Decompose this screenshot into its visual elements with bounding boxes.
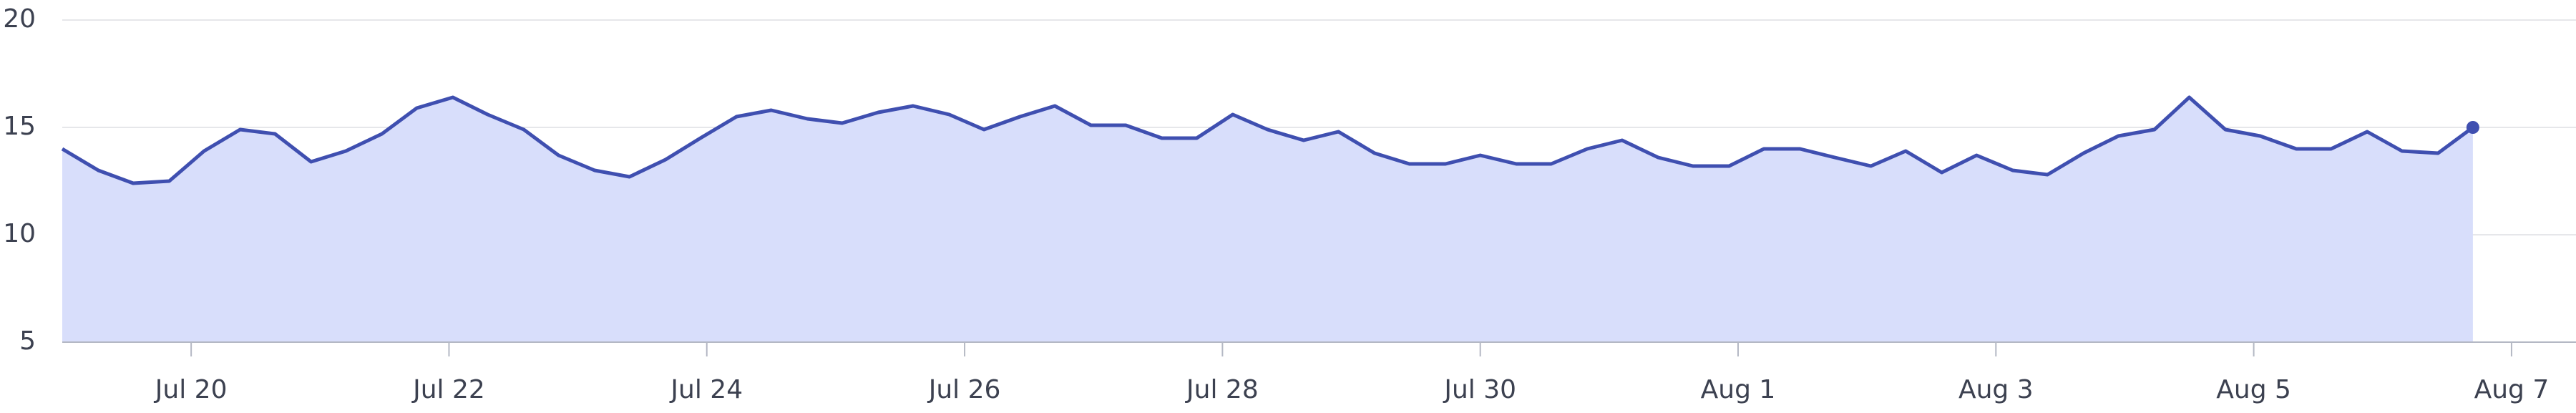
x-tick-label: Jul 28 [1185,375,1259,404]
line [61,95,2474,185]
y-tick-label: 10 [3,219,36,248]
x-tick-label: Aug 5 [2216,375,2291,404]
x-tick-label: Aug 1 [1701,375,1776,404]
x-tick-label: Jul 24 [669,375,743,404]
y-tick-label: 20 [3,4,36,34]
x-tick-label: Aug 3 [1958,375,2034,404]
x-tick-label: Jul 26 [927,375,1001,404]
end-point [2466,121,2479,134]
x-tick-label: Aug 7 [2474,375,2550,404]
x-tick-label: Jul 22 [411,375,485,404]
area [62,97,2473,342]
x-tick-label: Jul 20 [154,375,228,404]
y-tick-label: 5 [19,326,36,356]
y-tick-label: 15 [3,112,36,141]
x-tick-label: Jul 30 [1443,375,1516,404]
